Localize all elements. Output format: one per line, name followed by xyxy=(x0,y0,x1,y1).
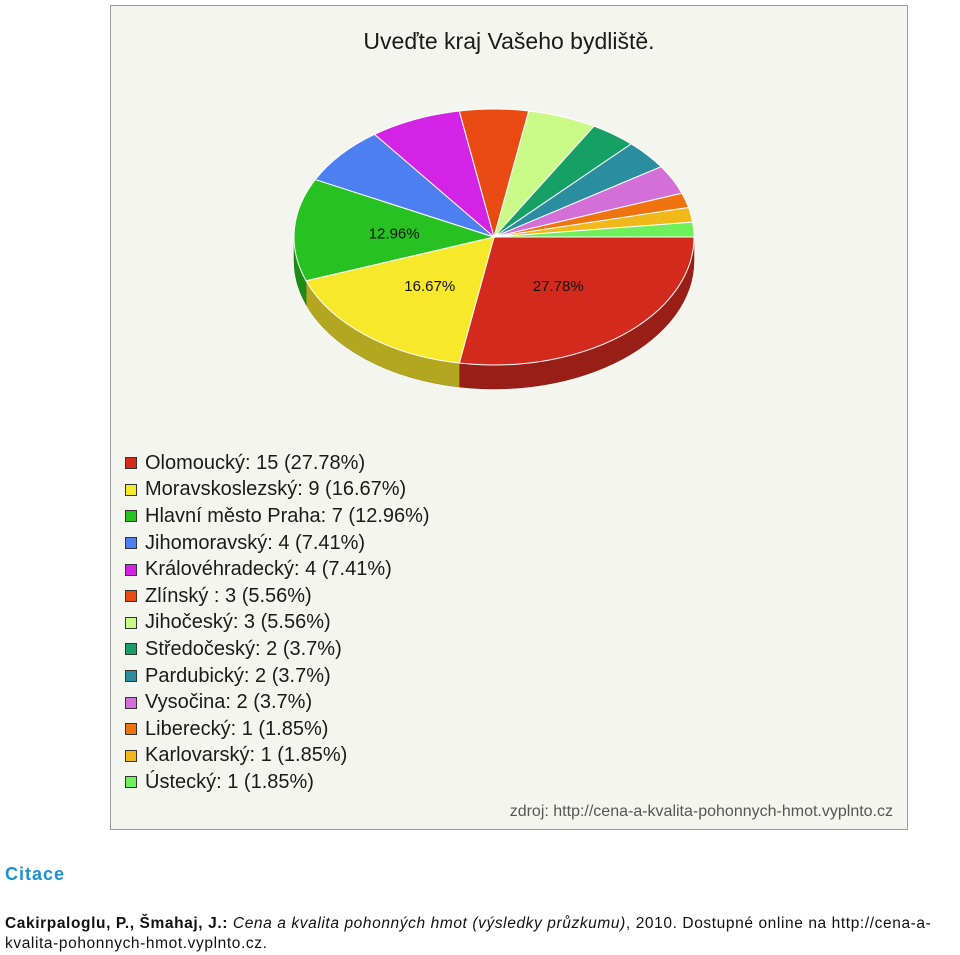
legend-label: Liberecký: 1 (1.85%) xyxy=(145,717,329,740)
pie-slice-12 xyxy=(493,221,695,238)
pie-labels: 27.78% 16.67% 12.96% xyxy=(369,225,584,295)
legend-item: Olomoucký: 15 (27.78%) xyxy=(125,450,430,477)
legend-swatch xyxy=(125,670,137,683)
legend-label: Zlínský : 3 (5.56%) xyxy=(145,584,312,607)
legend-swatch xyxy=(125,616,137,629)
legend-item: Jihomoravský: 4 (7.41%) xyxy=(125,530,430,557)
legend-label: Jihomoravský: 4 (7.41%) xyxy=(145,531,366,554)
legend-label: Královéhradecký: 4 (7.41%) xyxy=(145,558,392,581)
pie-label-2: 12.96% xyxy=(369,225,420,242)
legend-item: Jihočeský: 3 (5.56%) xyxy=(125,610,430,637)
legend-item: Liberecký: 1 (1.85%) xyxy=(125,716,430,743)
legend-label: Pardubický: 2 (3.7%) xyxy=(145,664,331,687)
legend-swatch xyxy=(125,723,137,736)
legend-item: Vysočina: 2 (3.7%) xyxy=(125,689,430,716)
legend-swatch xyxy=(125,696,137,709)
legend-item: Pardubický: 2 (3.7%) xyxy=(125,663,430,690)
legend-swatch xyxy=(125,510,137,523)
legend-item: Hlavní město Praha: 7 (12.96%) xyxy=(125,503,430,530)
pie-slice-1 xyxy=(305,236,495,364)
legend-item: Středočeský: 2 (3.7%) xyxy=(125,636,430,663)
chart-title: Uveďte kraj Vašeho bydliště. xyxy=(363,28,655,54)
legend-swatch xyxy=(125,749,137,762)
pie-label-1: 16.67% xyxy=(404,278,455,295)
pie-top xyxy=(293,108,695,366)
citation-heading: Citace xyxy=(5,864,66,884)
legend: Olomoucký: 15 (27.78%) Moravskoslezský: 9… xyxy=(125,450,430,796)
chart-source: zdroj: http://cena-a-kvalita-pohonnych-h… xyxy=(509,803,893,820)
legend-item: Karlovarský: 1 (1.85%) xyxy=(125,743,430,770)
legend-label: Vysočina: 2 (3.7%) xyxy=(145,691,313,714)
legend-label: Středočeský: 2 (3.7%) xyxy=(145,637,342,660)
legend-item: Zlínský : 3 (5.56%) xyxy=(125,583,430,610)
legend-swatch xyxy=(125,643,137,656)
legend-swatch xyxy=(125,776,137,789)
legend-label: Jihočeský: 3 (5.56%) xyxy=(145,611,331,634)
legend-swatch xyxy=(125,483,137,496)
legend-swatch xyxy=(125,563,137,576)
legend-item: Ústecký: 1 (1.85%) xyxy=(125,769,430,796)
legend-label: Ústecký: 1 (1.85%) xyxy=(145,770,314,793)
legend-swatch xyxy=(125,537,137,550)
legend-label: Karlovarský: 1 (1.85%) xyxy=(145,744,348,767)
citation-work: Cena a kvalita pohonných hmot (výsledky … xyxy=(232,915,626,932)
pie-slice-0 xyxy=(458,236,695,366)
pie-chart: 27.78% 16.67% 12.96% xyxy=(293,108,695,390)
citation-text: Cakirpaloglu, P., Šmahaj, J.: Cena a kva… xyxy=(5,914,955,954)
citation-rest: , 2010. Dostupné online na http://cena-a… xyxy=(5,915,932,952)
legend-label: Hlavní město Praha: 7 (12.96%) xyxy=(145,504,430,527)
legend-label: Moravskoslezský: 9 (16.67%) xyxy=(145,478,407,501)
legend-label: Olomoucký: 15 (27.78%) xyxy=(145,451,366,474)
legend-item: Moravskoslezský: 9 (16.67%) xyxy=(125,477,430,504)
chart-panel: Uveďte kraj Vašeho bydliště. 27.78% 16.67… xyxy=(110,5,908,830)
pie-label-0: 27.78% xyxy=(533,278,584,295)
legend-swatch xyxy=(125,457,137,470)
legend-item: Královéhradecký: 4 (7.41%) xyxy=(125,556,430,583)
pie-slice-2 xyxy=(293,178,496,282)
citation-authors: Cakirpaloglu, P., Šmahaj, J.: xyxy=(5,915,228,932)
legend-swatch xyxy=(125,590,137,603)
